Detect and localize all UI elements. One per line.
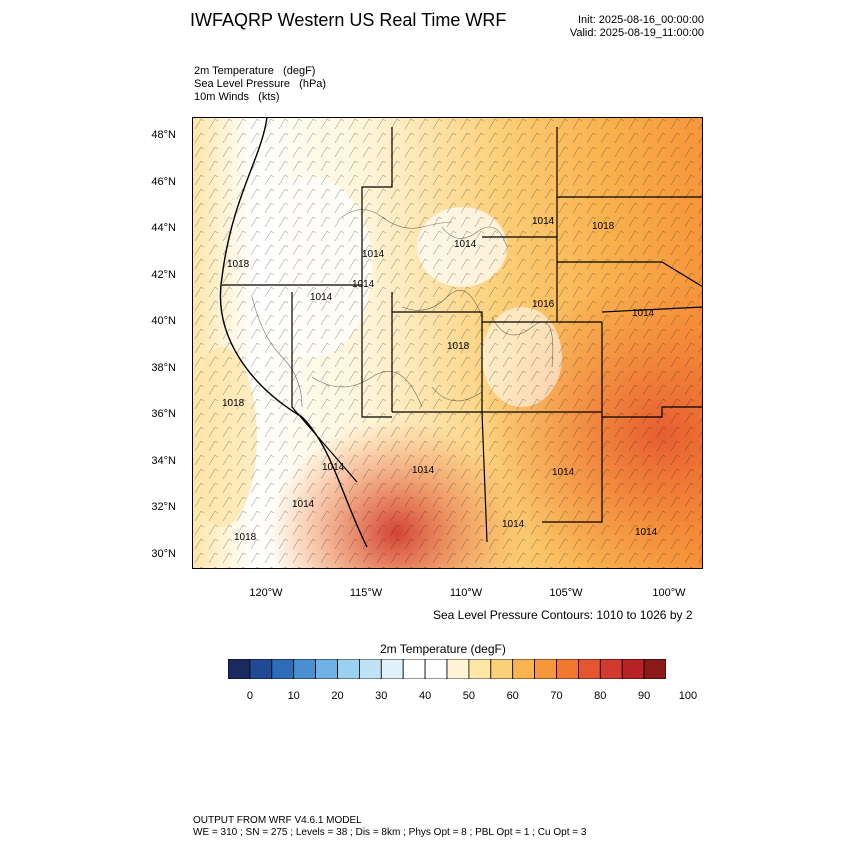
colorbar-swatch xyxy=(271,659,295,679)
temperature-map: 1018 1014 1014 1014 1016 1018 1014 1014 … xyxy=(192,117,703,569)
slp-label: 1014 xyxy=(292,499,315,510)
slp-label: 1018 xyxy=(222,398,245,409)
lon-label: 115°W xyxy=(349,587,383,599)
colorbar-swatch xyxy=(358,659,382,679)
lat-label: 38°N xyxy=(151,362,176,374)
colorbar-swatch xyxy=(402,659,426,679)
colorbar-tick-label: 90 xyxy=(637,690,651,702)
wind-barbs xyxy=(192,117,703,569)
valid-time: Valid: 2025-08-19_11:00:00 xyxy=(569,27,704,39)
slp-label: 1014 xyxy=(635,527,658,538)
state-boundaries xyxy=(222,127,703,543)
colorbar-tick-label: 100 xyxy=(678,690,698,702)
lon-label: 110°W xyxy=(449,587,483,599)
colorbar-swatch xyxy=(446,659,470,679)
map-title: IWFAQRP Western US Real Time WRF xyxy=(190,10,507,30)
init-time: Init: 2025-08-16_00:00:00 xyxy=(578,14,704,26)
colorbar-tick-label: 0 xyxy=(246,690,253,702)
colorbar-tick-label: 30 xyxy=(375,690,388,702)
slp-label: 1016 xyxy=(532,299,555,310)
terrain-contours xyxy=(251,209,554,408)
colorbar-swatch xyxy=(424,659,448,679)
contour-note: Sea Level Pressure Contours: 1010 to 102… xyxy=(433,608,693,622)
slp-label: 1014 xyxy=(310,292,333,303)
lon-label: 105°W xyxy=(549,587,583,599)
colorbar-swatch xyxy=(315,659,338,679)
field-winds-label: 10m Winds (kts) xyxy=(194,91,280,103)
lat-label: 36°N xyxy=(151,408,176,420)
slp-label: 1014 xyxy=(552,467,575,478)
lat-label: 46°N xyxy=(151,176,176,188)
colorbar-swatch xyxy=(599,659,623,679)
colorbar-swatch xyxy=(293,659,316,679)
lat-label: 48°N xyxy=(151,129,176,141)
lat-label: 30°N xyxy=(151,548,176,560)
colorbar-swatch xyxy=(380,659,404,679)
colorbar-swatch xyxy=(249,659,273,679)
colorbar-tick-label: 60 xyxy=(506,690,519,702)
slp-label: 1018 xyxy=(592,221,615,232)
model-info-line1: OUTPUT FROM WRF V4.6.1 MODEL xyxy=(193,815,362,826)
slp-label: 1018 xyxy=(447,341,470,352)
colorbar-tick-label: 10 xyxy=(287,690,300,702)
pacific-coastline xyxy=(219,117,368,548)
slp-label: 1014 xyxy=(362,249,385,260)
colorbar-tick-label: 50 xyxy=(462,690,476,702)
lat-label: 42°N xyxy=(151,269,176,281)
lon-label: 120°W xyxy=(249,587,283,599)
model-info-line2: WE = 310 ; SN = 275 ; Levels = 38 ; Dis … xyxy=(193,827,587,838)
colorbar-swatch xyxy=(337,659,360,679)
colorbar-title: 2m Temperature (degF) xyxy=(380,642,506,656)
lat-label: 40°N xyxy=(151,315,176,327)
colorbar-tick-label: 40 xyxy=(418,690,432,702)
lat-label: 44°N xyxy=(151,222,176,234)
slp-label: 1014 xyxy=(532,216,555,227)
colorbar-swatch xyxy=(621,659,645,679)
colorbar-swatch xyxy=(556,659,579,679)
colorbar-swatch xyxy=(228,659,251,679)
colorbar-swatch xyxy=(512,659,536,679)
colorbar-swatch xyxy=(577,659,601,679)
colorbar xyxy=(228,659,666,679)
colorbar-swatch xyxy=(490,659,514,679)
slp-label: 1014 xyxy=(352,279,375,290)
lat-label: 34°N xyxy=(151,455,176,467)
colorbar-tick-label: 80 xyxy=(594,690,607,702)
colorbar-swatch xyxy=(468,659,492,679)
lat-label: 32°N xyxy=(151,501,176,513)
colorbar-tick-label: 70 xyxy=(550,690,563,702)
colorbar-tick-label: 20 xyxy=(331,690,344,702)
slp-label: 1014 xyxy=(322,462,345,473)
slp-label: 1014 xyxy=(454,239,477,250)
slp-label: 1014 xyxy=(412,465,435,476)
colorbar-swatch xyxy=(643,659,666,679)
slp-label: 1014 xyxy=(502,519,525,530)
map-frame xyxy=(192,117,703,569)
slp-label: 1014 xyxy=(632,308,655,319)
slp-label: 1018 xyxy=(227,259,250,270)
field-pressure-label: Sea Level Pressure (hPa) xyxy=(194,78,327,90)
lon-label: 100°W xyxy=(652,587,686,599)
slp-label: 1018 xyxy=(234,532,257,543)
slp-labels: 1018 1014 1014 1014 1016 1018 1014 1014 … xyxy=(222,216,658,543)
colorbar-swatch xyxy=(534,659,557,679)
field-temperature-label: 2m Temperature (degF) xyxy=(194,65,316,77)
